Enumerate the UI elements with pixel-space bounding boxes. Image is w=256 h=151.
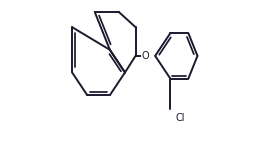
Text: Cl: Cl — [176, 113, 185, 123]
Text: O: O — [142, 51, 149, 61]
